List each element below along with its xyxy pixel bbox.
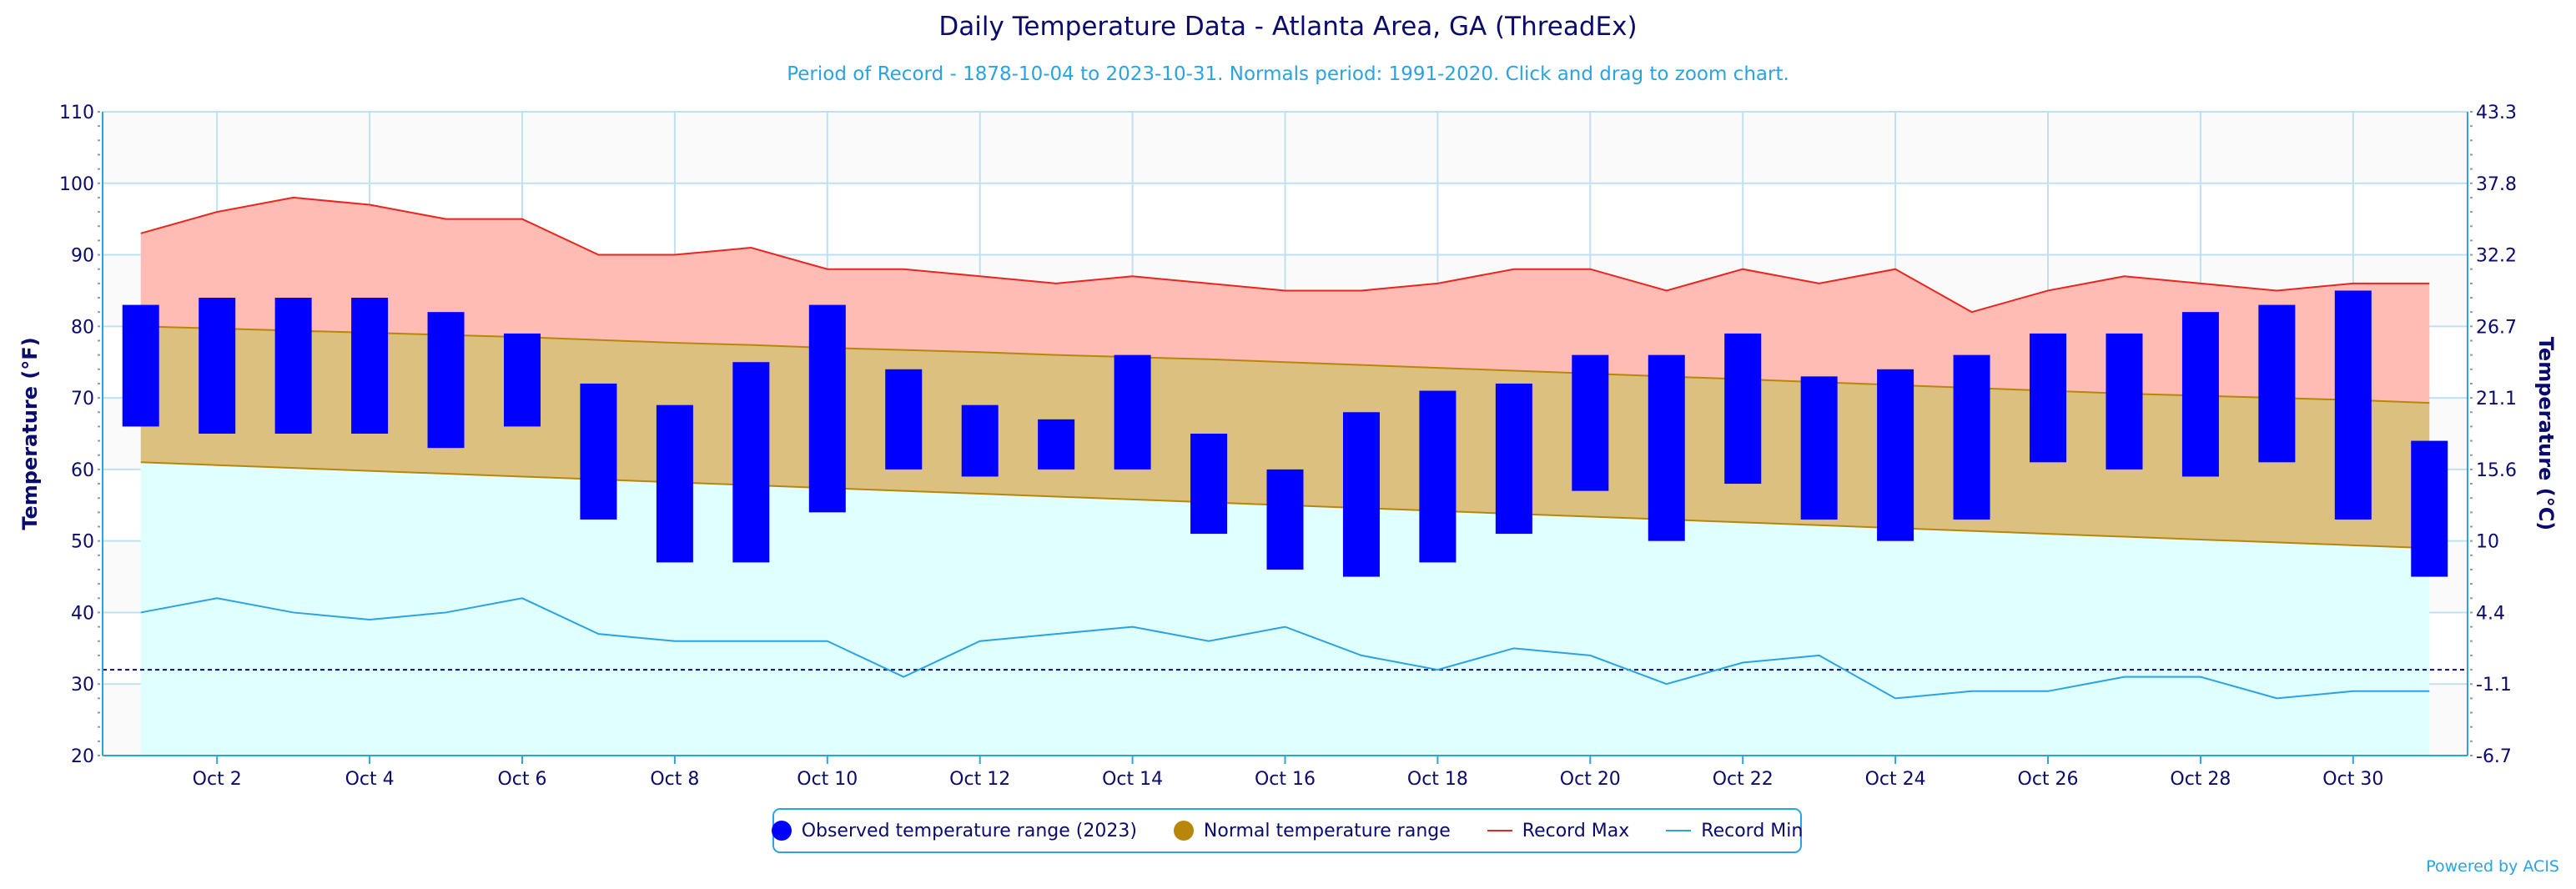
observed-bar-oct-21[interactable]	[1648, 354, 1685, 541]
legend-normal-symbol	[1173, 821, 1194, 841]
observed-bar-oct-9[interactable]	[732, 362, 770, 563]
legend-observed-symbol	[771, 821, 792, 841]
y-tick-label-right: 37.8	[2476, 174, 2517, 195]
x-tick-label: Oct 4	[345, 769, 395, 790]
legend-record-max-label: Record Max	[1522, 820, 1630, 841]
y-tick-label-right: -6.7	[2476, 746, 2512, 767]
observed-bar-oct-24[interactable]	[1877, 369, 1914, 541]
observed-bar-oct-6[interactable]	[503, 333, 541, 427]
y-tick-label-left: 80	[71, 317, 94, 338]
legend-normal-label: Normal temperature range	[1203, 820, 1451, 841]
observed-bar-oct-29[interactable]	[2258, 304, 2296, 463]
observed-bar-oct-3[interactable]	[274, 298, 312, 434]
axes: 20 30 40 50 60 70 80 90 100 110 -6.7 -1.1 4.4 10 15.6 2…	[59, 103, 2517, 790]
record-min-area	[140, 462, 2430, 699]
observed-bar-oct-10[interactable]	[808, 304, 846, 513]
x-tick-label: Oct 26	[2018, 769, 2079, 790]
plot-area[interactable]: 20 30 40 50 60 70 80 90 100 110 -6.7 -1.1 4.4 10 15.6 2…	[0, 0, 2576, 792]
observed-bar-oct-14[interactable]	[1114, 354, 1151, 470]
x-tick-label: Oct 28	[2170, 769, 2231, 790]
legend: Observed temperature range (2023) Normal…	[771, 808, 1803, 853]
legend-record-min-label: Record Min	[1701, 820, 1804, 841]
x-tick-label: Oct 24	[1865, 769, 1926, 790]
y-tick-label-left: 40	[71, 603, 94, 624]
normal-range-area	[140, 326, 2430, 549]
y-tick-label-left: 60	[71, 460, 94, 481]
observed-bars	[122, 290, 2448, 577]
x-tick-label: Oct 10	[797, 769, 858, 790]
observed-bar-oct-12[interactable]	[961, 404, 999, 477]
y-tick-label-right: -1.1	[2476, 675, 2512, 696]
y-tick-label-right: 32.2	[2476, 246, 2517, 267]
legend-record-min-symbol	[1666, 830, 1692, 831]
y-tick-label-right: 43.3	[2476, 103, 2517, 123]
observed-bar-oct-1[interactable]	[122, 304, 159, 427]
y-tick-label-left: 20	[71, 746, 94, 767]
record-max-line	[140, 196, 2430, 314]
y-tick-label-right: 15.6	[2476, 460, 2517, 481]
x-tick-label: Oct 16	[1255, 769, 1316, 790]
observed-bar-oct-17[interactable]	[1342, 412, 1380, 577]
observed-bar-oct-25[interactable]	[1953, 354, 1990, 520]
x-tick-label: Oct 8	[650, 769, 699, 790]
y-tick-label-left: 50	[71, 532, 94, 553]
y-tick-label-right: 21.1	[2476, 389, 2517, 409]
y-tick-label-right: 10	[2476, 532, 2499, 553]
observed-bar-oct-22[interactable]	[1724, 333, 1762, 485]
chart-subtitle: Period of Record - 1878-10-04 to 2023-10…	[787, 63, 1789, 85]
range-areas	[140, 197, 2430, 756]
legend-item-observed[interactable]: Observed temperature range (2023)	[771, 820, 1137, 841]
observed-bar-oct-7[interactable]	[580, 383, 617, 520]
record-lines	[103, 196, 2468, 700]
observed-bar-oct-5[interactable]	[427, 312, 465, 449]
y-tick-label-right: 4.4	[2476, 603, 2505, 624]
observed-bar-oct-27[interactable]	[2106, 333, 2143, 470]
credits-link[interactable]: Powered by ACIS	[2426, 857, 2559, 876]
x-tick-label: Oct 22	[1713, 769, 1774, 790]
observed-bar-oct-18[interactable]	[1419, 390, 1457, 563]
observed-bar-oct-30[interactable]	[2334, 290, 2372, 520]
x-tick-label: Oct 12	[949, 769, 1010, 790]
observed-bar-oct-15[interactable]	[1190, 434, 1228, 535]
observed-bar-oct-16[interactable]	[1266, 469, 1304, 570]
chart-title: Daily Temperature Data - Atlanta Area, G…	[938, 12, 1638, 42]
y-axis-title-right: Temperature (°C)	[2534, 337, 2558, 531]
observed-bar-oct-31[interactable]	[2411, 440, 2448, 577]
observed-bar-oct-11[interactable]	[885, 369, 923, 470]
legend-item-record-max[interactable]: Record Max	[1487, 820, 1630, 841]
legend-item-normal[interactable]: Normal temperature range	[1173, 820, 1451, 841]
legend-item-record-min[interactable]: Record Min	[1666, 821, 1803, 841]
x-tick-label: Oct 18	[1407, 769, 1468, 790]
observed-bar-oct-20[interactable]	[1572, 354, 1609, 491]
observed-bar-oct-8[interactable]	[656, 404, 693, 563]
y-tick-label-right: 26.7	[2476, 317, 2517, 338]
y-tick-label-left: 70	[71, 389, 94, 409]
observed-bar-oct-26[interactable]	[2030, 333, 2067, 463]
observed-bar-oct-19[interactable]	[1495, 383, 1532, 535]
record-min-line	[140, 597, 2430, 700]
x-tick-label: Oct 14	[1102, 769, 1163, 790]
x-tick-label: Oct 30	[2322, 769, 2383, 790]
record-min-lower-area	[140, 598, 2430, 756]
legend-observed-label: Observed temperature range (2023)	[801, 820, 1137, 841]
y-axis-title-left: Temperature (°F)	[18, 337, 42, 530]
observed-bar-oct-2[interactable]	[199, 298, 236, 434]
observed-bar-oct-23[interactable]	[1800, 376, 1838, 520]
observed-bar-oct-4[interactable]	[351, 298, 389, 434]
x-tick-label: Oct 2	[193, 769, 242, 790]
x-tick-label: Oct 20	[1560, 769, 1621, 790]
observed-bar-oct-28[interactable]	[2181, 312, 2219, 477]
legend-record-max-symbol	[1487, 830, 1512, 831]
y-tick-label-left: 100	[59, 174, 94, 195]
record-max-area	[140, 197, 2430, 404]
y-tick-label-left: 90	[71, 246, 94, 267]
observed-bar-oct-13[interactable]	[1038, 419, 1075, 470]
x-tick-label: Oct 6	[497, 769, 546, 790]
y-tick-label-left: 110	[59, 103, 94, 123]
y-tick-label-left: 30	[71, 675, 94, 696]
